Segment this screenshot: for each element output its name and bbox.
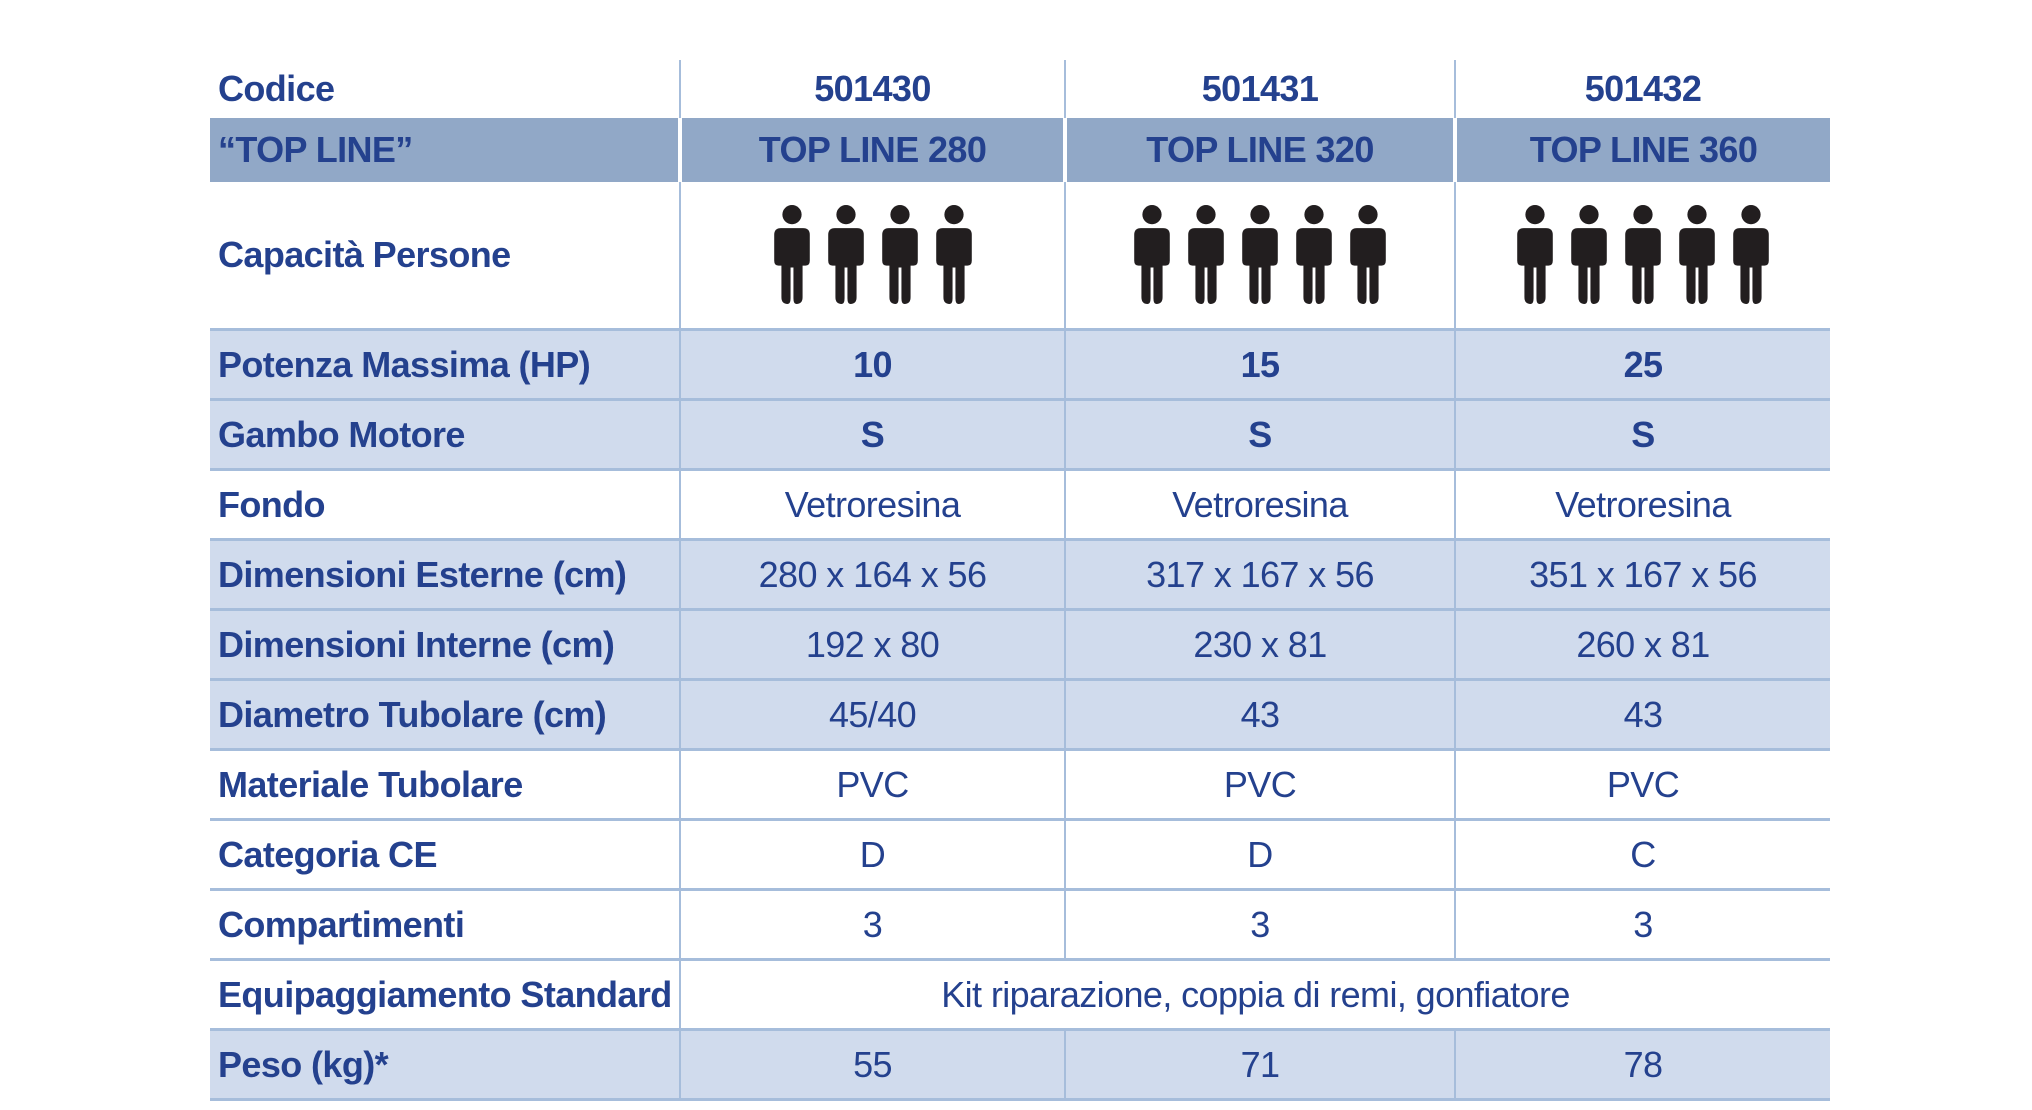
value-cell-categoria-ce: C [1454,818,1830,890]
value-cell-gambo-motore: S [1064,398,1455,470]
row-label-equipaggiamento-standard: Equipaggiamento Standard [210,958,680,1030]
table-row-materiale-tubolare: Materiale Tubolare PVC PVC PVC [210,748,1830,820]
row-label-peso: Peso (kg)* [210,1028,680,1101]
value-cell-categoria-ce: D [1064,818,1455,890]
value-cell-compartimenti: 3 [1454,888,1830,960]
value-cell-fondo: Vetroresina [1454,468,1830,540]
row-label-top-line: “TOP LINE” [210,118,680,182]
value-cell-materiale-tubolare: PVC [1064,748,1455,820]
value-cell-materiale-tubolare: PVC [1454,748,1830,820]
value-cell-potenza-massima: 10 [679,328,1065,400]
row-label-gambo-motore: Gambo Motore [210,398,680,470]
value-cell-top-line: TOP LINE 360 [1453,118,1830,182]
person-icon [881,205,918,305]
value-cell-potenza-massima: 15 [1064,328,1455,400]
person-icon [1350,205,1386,305]
row-label-dimensioni-esterne: Dimensioni Esterne (cm) [210,538,680,610]
person-icon [1733,205,1769,305]
row-label-categoria-ce: Categoria CE [210,818,680,890]
table-row-potenza-massima: Potenza Massima (HP) 10 15 25 [210,328,1830,400]
value-cell-peso: 78 [1454,1028,1830,1101]
table-row-peso: Peso (kg)* 55 71 78 [210,1028,1830,1101]
person-icon [1517,205,1553,305]
row-label-capacita-persone: Capacità Persone [210,182,680,330]
table-row-gambo-motore: Gambo Motore S S S [210,398,1830,470]
table-row-compartimenti: Compartimenti 3 3 3 [210,888,1830,960]
table-row-top-line: “TOP LINE” TOP LINE 280 TOP LINE 320 TOP LI… [210,118,1830,182]
table-row-dimensioni-interne: Dimensioni Interne (cm) 192 x 80 230 x 81 2… [210,608,1830,680]
value-cell-gambo-motore: S [679,398,1065,470]
person-icon [1625,205,1661,305]
value-cell-potenza-massima: 25 [1454,328,1830,400]
capacity-cell [679,182,1065,330]
row-label-diametro-tubolare: Diametro Tubolare (cm) [210,678,680,750]
person-icon [1242,205,1278,305]
value-cell-dimensioni-esterne: 351 x 167 x 56 [1454,538,1830,610]
table-row-dimensioni-esterne: Dimensioni Esterne (cm) 280 x 164 x 56 317… [210,538,1830,610]
table-row-fondo: Fondo Vetroresina Vetroresina Vetroresina [210,468,1830,540]
table-row-capacita-persone: Capacità Persone [210,182,1830,330]
person-icon [1296,205,1332,305]
value-cell-gambo-motore: S [1454,398,1830,470]
person-icon [1679,205,1715,305]
value-cell-diametro-tubolare: 43 [1454,678,1830,750]
value-cell-fondo: Vetroresina [1064,468,1455,540]
person-icon [773,205,810,305]
row-label-dimensioni-interne: Dimensioni Interne (cm) [210,608,680,680]
value-cell-dimensioni-interne: 230 x 81 [1064,608,1455,680]
value-cell-categoria-ce: D [679,818,1065,890]
value-cell-codice: 501431 [1064,60,1455,118]
value-cell-codice: 501430 [679,60,1065,118]
value-cell-dimensioni-interne: 260 x 81 [1454,608,1830,680]
value-cell-dimensioni-esterne: 317 x 167 x 56 [1064,538,1455,610]
person-icon [1188,205,1224,305]
value-cell-peso: 55 [679,1028,1065,1101]
row-label-fondo: Fondo [210,468,680,540]
value-cell-diametro-tubolare: 43 [1064,678,1455,750]
value-cell-materiale-tubolare: PVC [679,748,1065,820]
person-icon [1571,205,1607,305]
row-label-potenza-massima: Potenza Massima (HP) [210,328,680,400]
spec-table: Codice 501430 501431 501432 “TOP LINE” TOP LI… [210,60,1830,1101]
row-label-codice: Codice [210,60,680,118]
person-icon [935,205,972,305]
row-label-materiale-tubolare: Materiale Tubolare [210,748,680,820]
value-cell-peso: 71 [1064,1028,1455,1101]
capacity-cell [1454,182,1830,330]
table-row-codice: Codice 501430 501431 501432 [210,60,1830,118]
value-cell-codice: 501432 [1454,60,1830,118]
value-cell-compartimenti: 3 [1064,888,1455,960]
value-cell-compartimenti: 3 [679,888,1065,960]
value-cell-diametro-tubolare: 45/40 [679,678,1065,750]
person-icon [1134,205,1170,305]
value-cell-fondo: Vetroresina [679,468,1065,540]
person-icon [827,205,864,305]
value-cell-top-line: TOP LINE 280 [678,118,1065,182]
table-row-categoria-ce: Categoria CE D D C [210,818,1830,890]
value-cell-dimensioni-esterne: 280 x 164 x 56 [679,538,1065,610]
value-cell-top-line: TOP LINE 320 [1063,118,1455,182]
spec-table-body: Codice 501430 501431 501432 “TOP LINE” TOP LI… [210,60,1830,1101]
table-row-equipaggiamento-standard: Equipaggiamento Standard Kit riparazione,… [210,958,1830,1030]
value-cell-dimensioni-interne: 192 x 80 [679,608,1065,680]
capacity-cell [1064,182,1455,330]
row-label-compartimenti: Compartimenti [210,888,680,960]
table-row-diametro-tubolare: Diametro Tubolare (cm) 45/40 43 43 [210,678,1830,750]
value-cell-equipaggiamento-standard: Kit riparazione, coppia di remi, gonfiat… [679,958,1830,1030]
